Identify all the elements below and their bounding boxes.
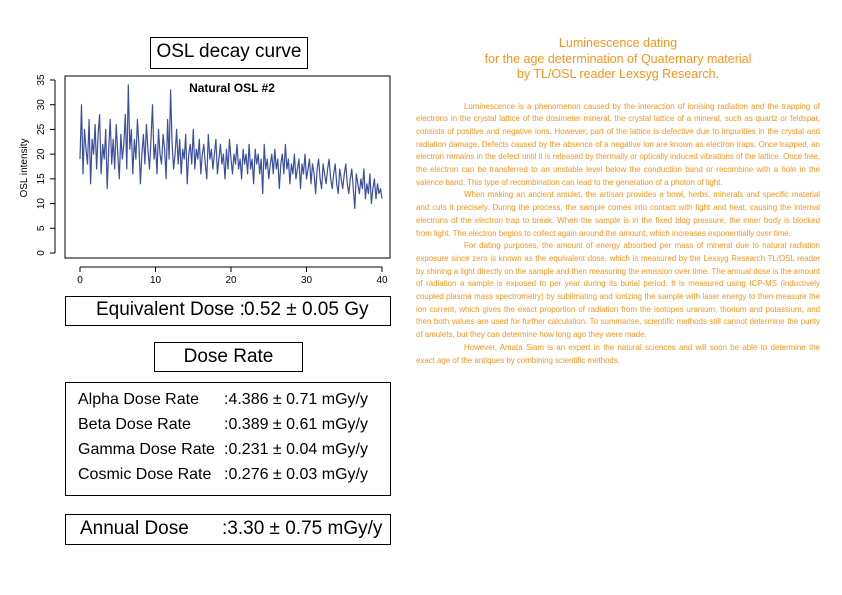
- article-paragraph: However, Amata Siam is an expert in the …: [416, 342, 820, 365]
- x-tick-label: 30: [301, 275, 313, 286]
- article-heading: Luminescence dating for the age determin…: [416, 36, 820, 83]
- chart-inner-title: Natural OSL #2: [189, 81, 275, 95]
- dose-rate-value: :0.389 ± 0.61 mGy/y: [224, 416, 368, 433]
- article: Luminescence dating for the age determin…: [416, 36, 820, 367]
- y-axis-label: OSL intensity: [19, 138, 30, 197]
- equivalent-dose-value: 0.52 ± 0.05 Gy: [244, 299, 369, 320]
- dose-rate-value: :0.276 ± 0.03 mGy/y: [224, 466, 368, 483]
- heading-line: by TL/OSL reader Lexsyg Research.: [516, 67, 720, 81]
- dose-rate-table: Alpha Dose Rate :4.386 ± 0.71 mGy/y Beta…: [65, 382, 391, 496]
- heading-line: Luminescence dating: [558, 36, 678, 50]
- dose-rate-value: :0.231 ± 0.04 mGy/y: [224, 441, 368, 458]
- y-tick-label: 30: [36, 99, 47, 111]
- equivalent-dose-label: Equivalent Dose :: [96, 299, 245, 320]
- y-tick-label: 10: [36, 198, 47, 210]
- dose-rate-title-box: Dose Rate: [154, 342, 303, 372]
- article-paragraph: When making an ancient amulet, the artis…: [416, 190, 820, 238]
- y-tick-label: 0: [36, 250, 47, 256]
- article-paragraph: Luminescence is a phenomenon caused by t…: [416, 101, 820, 187]
- annual-dose-label: Annual Dose: [80, 518, 189, 539]
- dose-rate-title: Dose Rate: [183, 346, 274, 367]
- dose-rate-label: Cosmic Dose Rate: [78, 466, 212, 483]
- dose-rate-value: :4.386 ± 0.71 mGy/y: [224, 391, 368, 408]
- plot-frame: [64, 75, 391, 259]
- y-tick-label: 25: [36, 123, 47, 135]
- osl-decay-chart: Natural OSL #2 0 5 10 15 20 25 30 35 0 10 20 30 40 OSL…: [0, 68, 400, 293]
- equivalent-dose-box: Equivalent Dose : 0.52 ± 0.05 Gy: [65, 296, 391, 326]
- y-tick-label: 20: [36, 148, 47, 160]
- heading-line: for the age determination of Quaternary …: [484, 51, 752, 66]
- chart-svg: Natural OSL #2 0 5 10 15 20 25 30 35 0 10 20 30 40 OSL…: [19, 74, 391, 286]
- x-tick-label: 40: [376, 275, 388, 286]
- dose-rate-label: Alpha Dose Rate: [78, 391, 199, 408]
- x-tick-label: 20: [225, 275, 237, 286]
- y-tick-label: 15: [36, 173, 47, 185]
- chart-title-box: OSL decay curve: [150, 37, 308, 69]
- article-paragraph: For dating purposes, the amount of energ…: [416, 241, 820, 340]
- chart-title: OSL decay curve: [156, 41, 302, 62]
- x-tick-label: 0: [77, 275, 83, 286]
- annual-dose-value: :3.30 ± 0.75 mGy/y: [222, 518, 383, 539]
- y-tick-label: 5: [36, 225, 47, 231]
- y-tick-label: 35: [36, 74, 47, 86]
- annual-dose-box: Annual Dose :3.30 ± 0.75 mGy/y: [65, 514, 391, 545]
- series-line: [79, 84, 383, 210]
- x-tick-label: 10: [150, 275, 162, 286]
- dose-rate-label: Beta Dose Rate: [78, 416, 191, 433]
- dose-rate-label: Gamma Dose Rate: [78, 441, 215, 458]
